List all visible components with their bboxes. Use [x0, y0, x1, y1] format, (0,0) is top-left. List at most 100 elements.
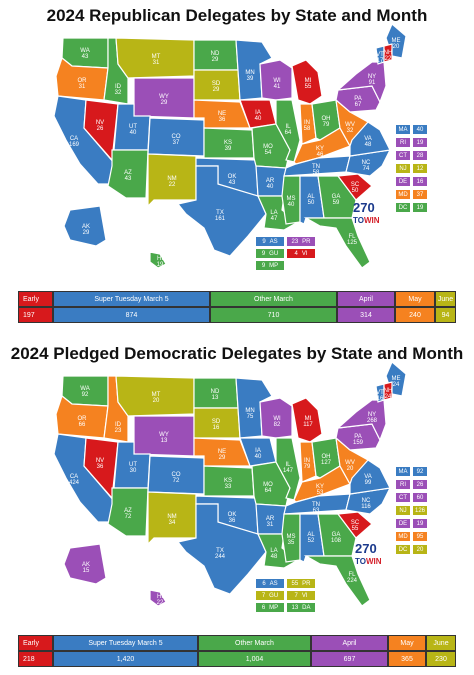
state-delegates-nv: 26: [97, 126, 104, 132]
state-delegates-sc: 55: [352, 526, 359, 532]
state-label-ca: CA: [70, 136, 78, 142]
state-label-ny: NY: [368, 412, 376, 418]
state-delegates-id: 23: [115, 428, 122, 434]
bar-segment-other_march: Other March 710: [210, 291, 337, 323]
state-delegates-ut: 40: [130, 130, 137, 136]
state-delegates-nc: 74: [363, 166, 370, 172]
state-delegates-co: 37: [173, 140, 180, 146]
bar-value-other_march: 710: [210, 307, 337, 323]
state-label-co: CO: [172, 472, 181, 478]
bar-label-april: April: [337, 291, 395, 307]
state-label-nd: ND: [211, 389, 220, 395]
state-delegates-ne: 36: [219, 117, 226, 123]
state-delegates-ms: 40: [288, 202, 295, 208]
democratic-section: 2024 Pledged Democratic Delegates by Sta…: [0, 338, 474, 675]
state-delegates-in: 79: [304, 464, 311, 470]
territory-abbr: PR: [302, 580, 311, 587]
state-delegates-ks: 39: [225, 146, 232, 152]
state-delegates-in: 58: [304, 126, 311, 132]
republican-side-legend: MA 40 RI 19 CT 28 NJ 12 DE 16 MD 37 DC 19: [395, 124, 428, 213]
territory-mp: 6 MP: [255, 602, 285, 613]
state-label-wi: WI: [273, 78, 281, 84]
state-label-mt: MT: [152, 392, 161, 398]
state-delegates-ak: 15: [83, 568, 90, 574]
state-delegates-tn: 63: [313, 508, 320, 514]
state-delegates-fl: 224: [347, 578, 358, 584]
state-delegates-mi: 55: [305, 84, 312, 90]
side-legend-num-ri: 19: [412, 137, 428, 148]
territory-num: 6: [261, 604, 266, 611]
state-delegates-nm: 34: [169, 520, 176, 526]
state-delegates-wi: 41: [274, 84, 281, 90]
state-label-ky: KY: [316, 146, 324, 152]
state-delegates-pa: 159: [353, 440, 364, 446]
state-delegates-mo: 64: [265, 488, 272, 494]
state-label-ks: KS: [224, 478, 232, 484]
bar-label-april: April: [311, 635, 388, 651]
state-delegates-ny: 91: [369, 80, 376, 86]
bar-segment-may: May 240: [395, 291, 435, 323]
state-fl: [303, 217, 371, 269]
state-label-nd: ND: [211, 51, 220, 57]
state-label-mi: MI: [305, 78, 312, 84]
state-delegates-ms: 35: [288, 540, 295, 546]
state-delegates-ny: 268: [367, 418, 378, 424]
territory-gu: 9 GU: [255, 248, 285, 259]
state-label-pa: PA: [354, 96, 362, 102]
territory-pr: 23 PR: [286, 236, 316, 247]
side-legend-abbr-md: MD: [395, 531, 411, 542]
state-delegates-tx: 244: [215, 554, 226, 560]
state-label-pa: PA: [354, 434, 362, 440]
bar-segment-april: April 697: [311, 635, 388, 667]
state-delegates-mt: 20: [153, 398, 160, 404]
state-label-ga: GA: [332, 194, 341, 200]
state-delegates-wa: 43: [82, 54, 89, 60]
state-fl: [303, 555, 371, 607]
state-delegates-ky: 46: [317, 152, 324, 158]
territory-num: 6: [262, 580, 266, 587]
state-delegates-nc: 116: [361, 504, 371, 510]
bar-value-other_march: 1,004: [198, 651, 311, 667]
territory-da: 13 DA: [286, 602, 316, 613]
bar-value-april: 697: [311, 651, 388, 667]
side-legend-abbr-md: MD: [395, 189, 411, 200]
state-mi: [291, 59, 323, 105]
state-label-mn: MN: [245, 70, 254, 76]
state-label-ca: CA: [70, 474, 78, 480]
state-delegates-va: 48: [365, 142, 372, 148]
state-delegates-va: 99: [365, 480, 372, 486]
bar-label-june: June: [426, 635, 456, 651]
state-label-mn: MN: [245, 408, 254, 414]
side-legend-num-dc: 19: [412, 202, 428, 213]
territory-num: 13: [291, 604, 299, 611]
state-label-sd: SD: [212, 81, 221, 87]
bar-segment-june: June 94: [435, 291, 456, 323]
state-delegates-ga: 108: [331, 538, 342, 544]
state-label-sd: SD: [212, 419, 221, 425]
state-label-al: AL: [307, 194, 315, 200]
territory-mp: 9 MP: [255, 260, 285, 271]
state-delegates-al: 50: [308, 200, 315, 206]
state-label-va: VA: [364, 136, 372, 142]
republican-section: 2024 Republican Delegates by State and M…: [0, 0, 474, 330]
state-delegates-wa: 92: [82, 392, 89, 398]
territory-num: 9: [262, 238, 266, 245]
territory-abbr: AS: [269, 238, 278, 245]
state-delegates-fl: 125: [347, 240, 358, 246]
state-delegates-oh: 79: [323, 122, 330, 128]
state-label-ne: NE: [218, 111, 226, 117]
state-label-az: AZ: [124, 170, 132, 176]
bar-value-june: 94: [435, 307, 456, 323]
state-delegates-ia: 40: [255, 454, 262, 460]
bar-segment-june: June 230: [426, 635, 456, 667]
state-label-me: ME: [392, 376, 401, 382]
territory-abbr: DA: [302, 604, 311, 611]
territory-pr: 55 PR: [286, 578, 316, 589]
state-hi: [149, 251, 167, 269]
state-delegates-mn: 39: [247, 76, 254, 82]
state-delegates-ut: 30: [130, 468, 137, 474]
democratic-270towin-logo: 270 TOWIN: [355, 541, 382, 566]
state-label-wv: WV: [345, 460, 355, 466]
state-il: [275, 99, 301, 163]
bar-label-may: May: [388, 635, 426, 651]
